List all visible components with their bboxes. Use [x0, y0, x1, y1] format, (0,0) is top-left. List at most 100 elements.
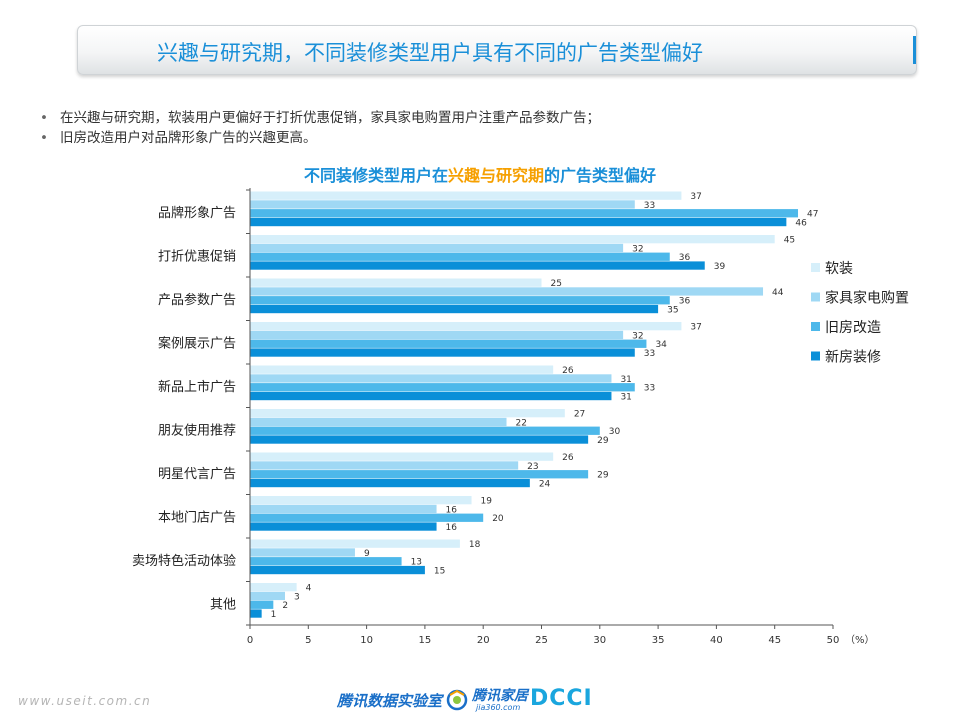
bar [250, 583, 297, 592]
x-tick-label: 40 [710, 635, 723, 646]
bar [250, 304, 659, 314]
category-label: 其他 [210, 597, 236, 612]
x-tick-label: 5 [305, 635, 311, 646]
bar [250, 339, 647, 348]
bar [250, 296, 670, 305]
bar [250, 504, 437, 514]
bar [250, 191, 682, 200]
data-label: 36 [679, 253, 691, 263]
bar [250, 417, 507, 427]
bullet-item: • 在兴趣与研究期，软装用户更偏好于打折优惠促销，家具家电购置用户注重产品参数广告… [40, 108, 600, 128]
tencent-jia-url: jia360.com [476, 703, 521, 712]
legend-label: 家具家电购置 [825, 290, 909, 307]
title-accent-bar [913, 36, 916, 64]
x-tick-label: 45 [768, 635, 781, 646]
bar [250, 374, 612, 383]
data-label: 47 [807, 210, 818, 220]
legend-swatch [811, 351, 820, 361]
bullet-dot-icon: • [40, 110, 48, 126]
data-label: 22 [516, 418, 527, 428]
x-tick-label: 50 [827, 635, 840, 646]
category-label: 卖场特色活动体验 [132, 553, 236, 569]
bar [250, 383, 635, 392]
x-tick-label: 15 [419, 635, 432, 646]
page-title: 兴趣与研究期，不同装修类型用户具有不同的广告类型偏好 [157, 41, 703, 65]
x-tick-label: 0 [247, 635, 253, 646]
data-label: 35 [667, 305, 678, 315]
data-label: 44 [772, 288, 784, 298]
data-label: 18 [469, 540, 481, 550]
legend-swatch [811, 292, 820, 302]
data-label: 46 [795, 218, 807, 228]
category-label: 品牌形象广告 [158, 205, 236, 221]
title-bar: 兴趣与研究期，不同装修类型用户具有不同的广告类型偏好 [77, 25, 917, 75]
bar [250, 243, 624, 253]
data-label: 13 [411, 558, 422, 568]
category-label: 明星代言广告 [158, 467, 236, 482]
bullet-dot-icon: • [40, 130, 48, 146]
legend-swatch [811, 263, 820, 272]
x-tick-label: 35 [652, 635, 665, 646]
data-label: 37 [690, 192, 701, 202]
bar [250, 539, 460, 548]
data-label: 3 [294, 592, 300, 602]
chart-title-prefix: 不同装修类型用户在 [303, 166, 448, 185]
data-label: 27 [574, 410, 585, 420]
data-label: 26 [562, 366, 574, 376]
bar [250, 600, 274, 609]
bar [250, 591, 285, 601]
data-label: 31 [620, 392, 631, 402]
bar [250, 522, 437, 531]
data-label: 1 [271, 610, 277, 620]
data-label: 9 [364, 549, 370, 559]
bar [250, 278, 542, 287]
data-label: 33 [644, 384, 655, 394]
tencent-jia-icon [446, 689, 468, 711]
category-label: 产品参数广告 [158, 292, 236, 308]
bullet-text: 在兴趣与研究期，软装用户更偏好于打折优惠促销，家具家电购置用户注重产品参数广告； [60, 110, 600, 126]
data-label: 25 [551, 279, 562, 289]
data-label: 4 [306, 584, 312, 594]
bar [250, 209, 799, 218]
bar [250, 609, 262, 618]
data-label: 29 [597, 471, 609, 481]
chart-title-suffix: 的广告类型偏好 [544, 166, 657, 185]
bar [250, 391, 612, 401]
tencent-lab-logo: 腾讯数据实验室 [337, 692, 443, 710]
bar [250, 452, 554, 461]
bar [250, 330, 624, 340]
bar [250, 470, 589, 479]
bullet-list: • 在兴趣与研究期，软装用户更偏好于打折优惠促销，家具家电购置用户注重产品参数广告… [40, 108, 600, 148]
category-label: 本地门店广告 [158, 510, 236, 525]
data-label: 32 [632, 331, 643, 341]
bar [250, 435, 589, 444]
bar [250, 478, 530, 488]
bar [250, 287, 764, 296]
category-label: 朋友使用推荐 [158, 422, 236, 438]
category-label: 案例展示广告 [158, 336, 236, 351]
bar [250, 322, 682, 331]
data-label: 30 [609, 427, 621, 437]
data-label: 2 [282, 601, 288, 611]
chart-title: 不同装修类型用户在兴趣与研究期的广告类型偏好 [0, 162, 960, 186]
bar [250, 496, 472, 505]
legend-label: 新房装修 [825, 350, 881, 366]
data-label: 36 [679, 297, 691, 307]
data-label: 33 [644, 201, 655, 211]
bullet-item: • 旧房改造用户对品牌形象广告的兴趣更高。 [40, 128, 600, 148]
dcci-logo: DCCI [530, 686, 593, 711]
bar [250, 409, 565, 418]
data-label: 39 [714, 262, 726, 272]
data-label: 23 [527, 462, 538, 472]
bar [250, 557, 402, 566]
data-label: 26 [562, 453, 574, 463]
data-label: 16 [446, 523, 458, 533]
data-label: 33 [644, 349, 655, 359]
x-tick-label: 25 [535, 635, 548, 646]
bar [250, 200, 635, 209]
data-label: 20 [492, 514, 504, 524]
category-label: 打折优惠促销 [158, 249, 236, 264]
bar [250, 261, 705, 270]
bar [250, 348, 635, 357]
